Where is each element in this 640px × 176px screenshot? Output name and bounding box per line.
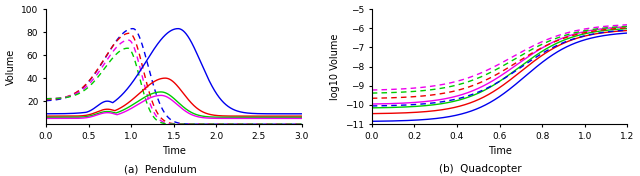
Y-axis label: Volume: Volume bbox=[6, 48, 15, 85]
Text: (a)  Pendulum: (a) Pendulum bbox=[124, 164, 196, 174]
Text: (b)  Quadcopter: (b) Quadcopter bbox=[438, 164, 522, 174]
X-axis label: Time: Time bbox=[162, 146, 186, 156]
X-axis label: Time: Time bbox=[488, 146, 511, 156]
Y-axis label: log10 Volume: log10 Volume bbox=[330, 33, 340, 100]
